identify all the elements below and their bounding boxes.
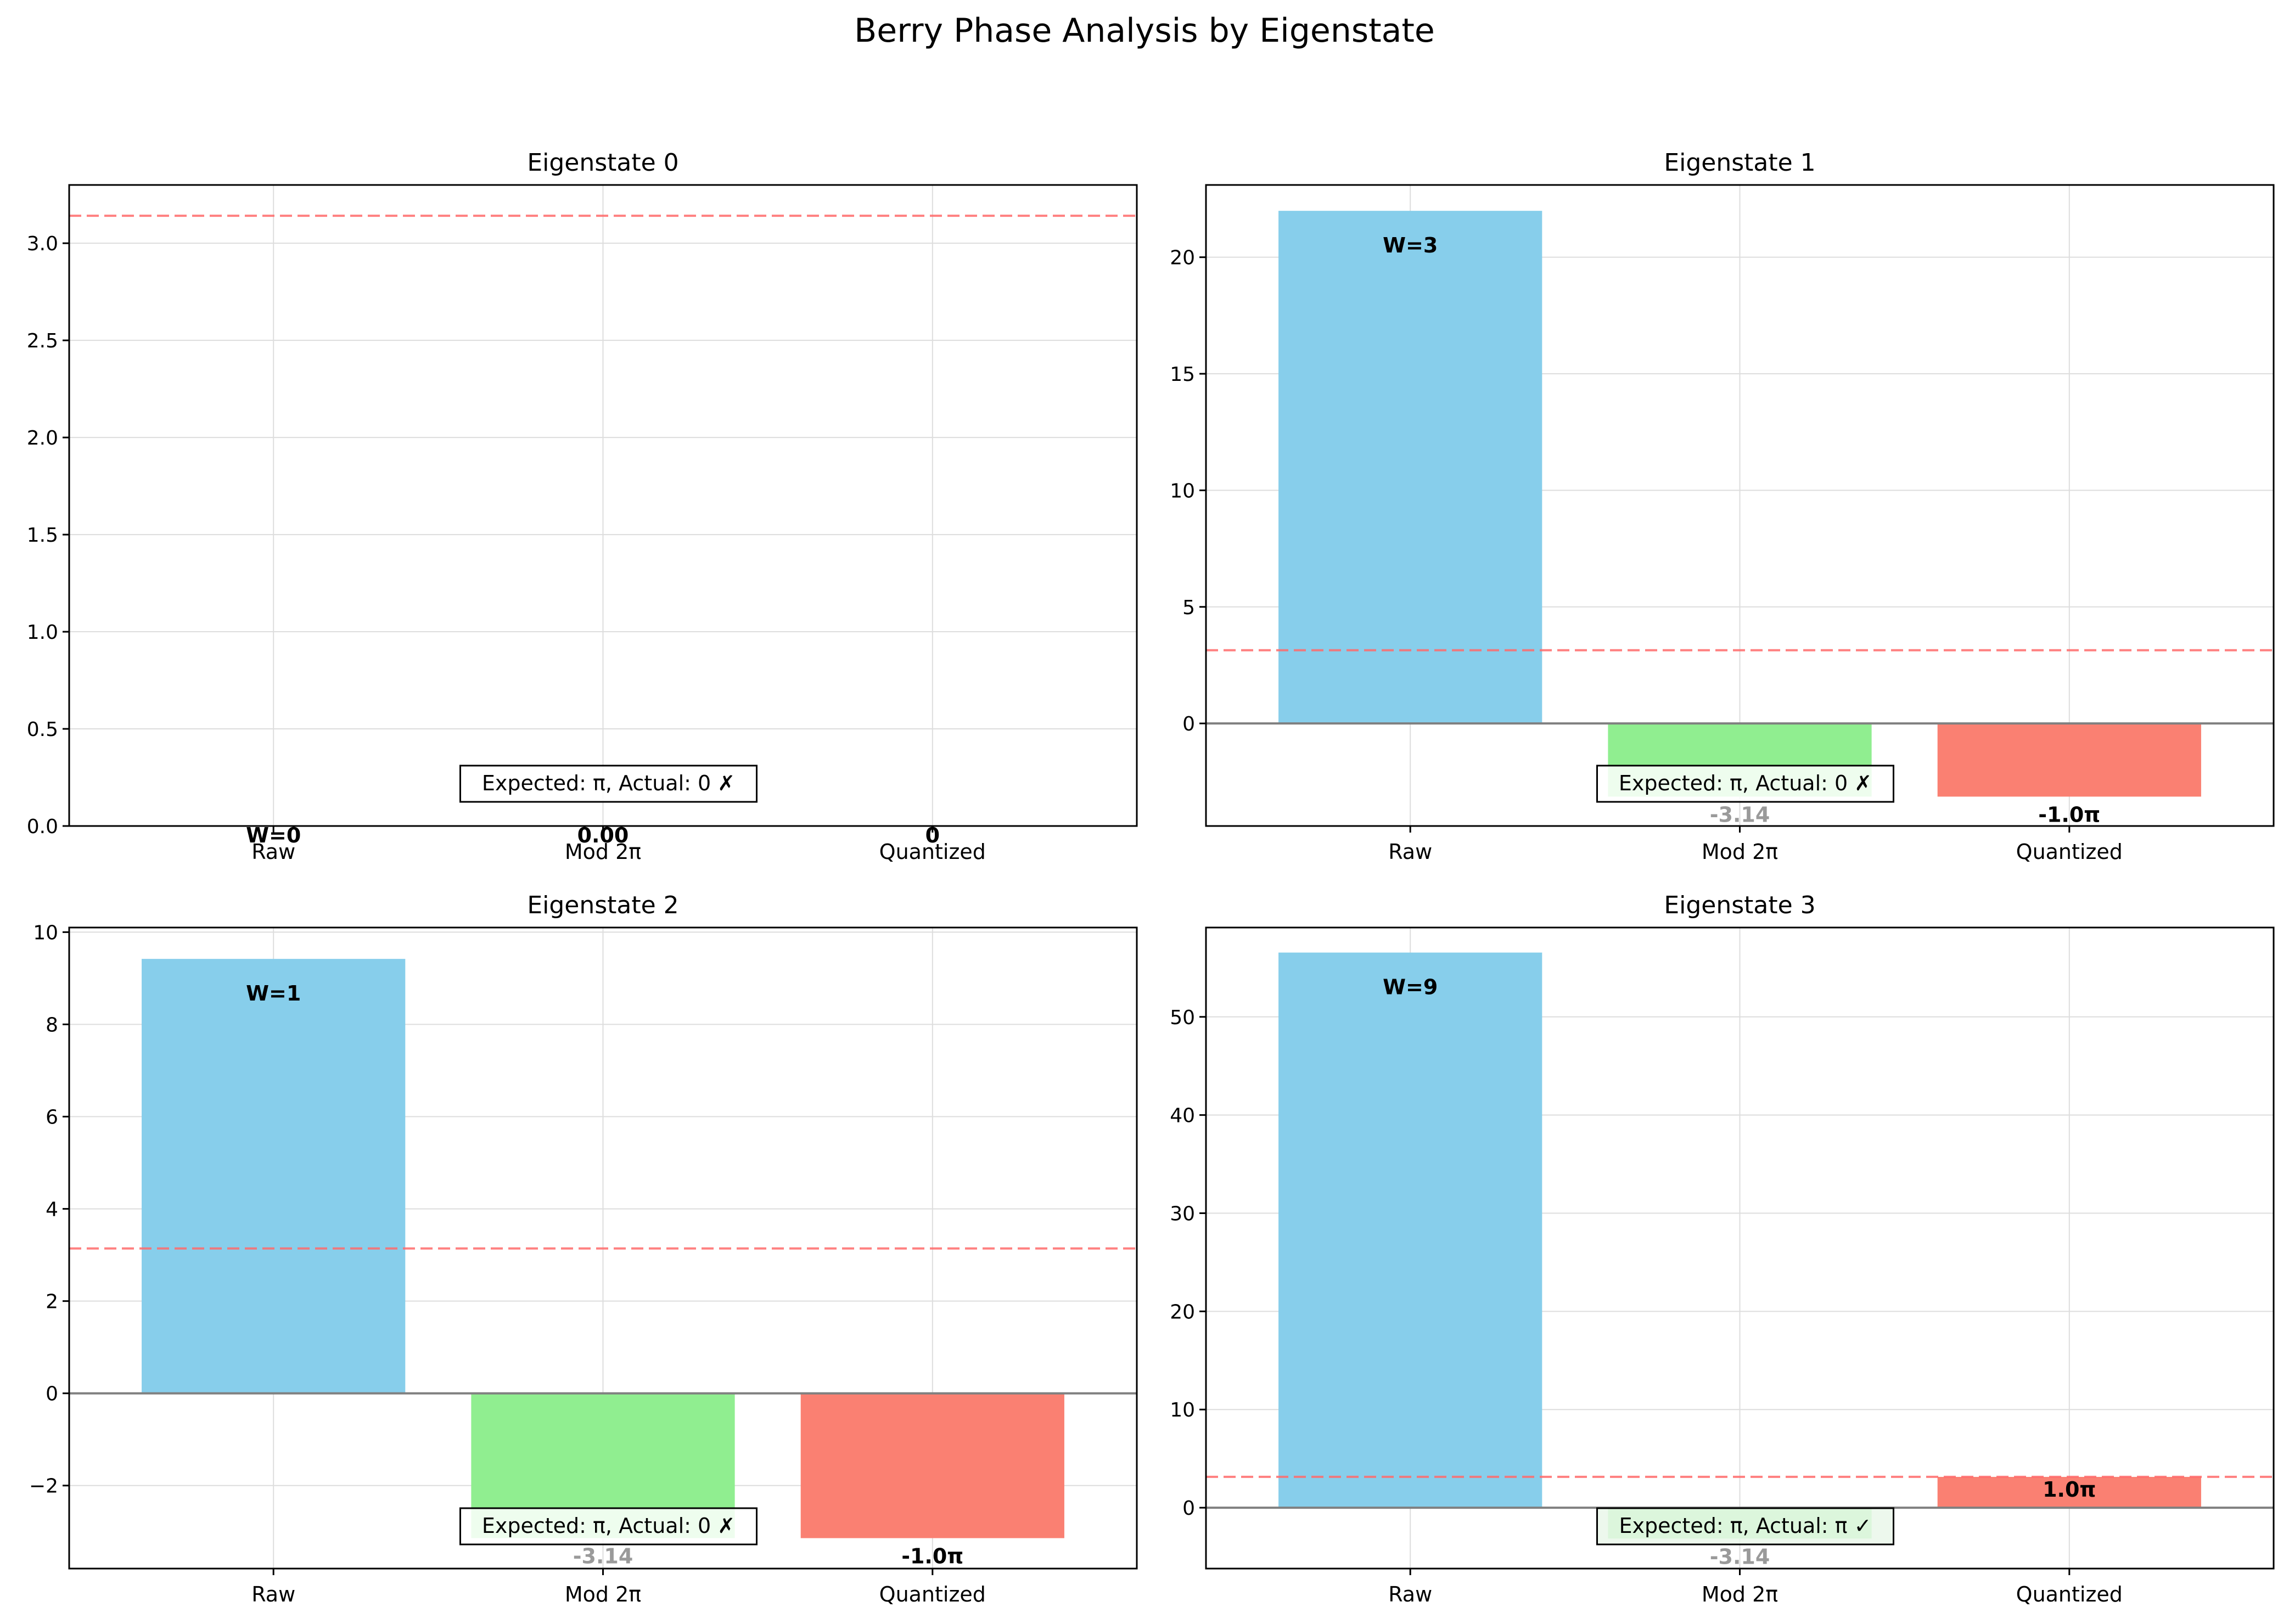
y-tick-label: −2 [29,1475,58,1498]
y-tick-label: 2.0 [27,427,58,449]
subplot-title: Eigenstate 0 [527,149,678,177]
y-tick-label: 10 [33,921,58,944]
plot-area [1206,928,2274,1569]
y-tick-label: 20 [1170,247,1195,269]
x-tick-label: Mod 2π [1702,1582,1778,1606]
subplot-eigenstate-3: Eigenstate 3 W=9 -3.14 1.0π 0 10 20 30 40 50 Raw Mo… [1170,891,2275,1606]
y-tick-label: 0 [1182,713,1195,735]
subplot-title: Eigenstate 2 [527,891,678,919]
bar-value-label: 1.0π [2043,1477,2096,1502]
info-box-text: Expected: π, Actual: 0 ✗ [482,771,735,795]
y-tick-label: 0 [1182,1497,1195,1520]
y-tick-label: 2 [46,1291,58,1313]
y-tick-label: 15 [1170,363,1195,386]
y-tick-label: 50 [1170,1007,1195,1029]
x-tick-label: Raw [1388,1582,1432,1606]
info-box-text: Expected: π, Actual: π ✓ [1619,1514,1872,1538]
info-box [1596,1507,1894,1546]
info-box [459,765,758,803]
bar-raw [1278,211,1542,724]
info-box-text: Expected: π, Actual: 0 ✗ [482,1514,735,1538]
y-tick-label: 20 [1170,1301,1195,1323]
plot-area [69,928,1137,1569]
x-tick-label: Raw [1388,840,1432,864]
subplot-grid: Eigenstate 0W=0 0.00 00.00.51.01.52.02.53.… [27,149,2275,1606]
subplot-eigenstate-1: Eigenstate 1 W=3 -3.14 -1.0π 0 5 10 15 20 Raw Mod … [1170,149,2275,864]
figure-title: Berry Phase Analysis by Eigenstate [854,12,1435,50]
x-tick-label: Mod 2π [1702,840,1778,864]
y-tick-label: 1.5 [27,524,58,547]
y-tick-label: 2.5 [27,330,58,352]
x-tick-label: Raw [251,840,295,864]
y-tick-label: 1.0 [27,621,58,644]
y-tick-label: 10 [1170,1399,1195,1421]
y-tick-label: 30 [1170,1203,1195,1226]
bar-value-label: -3.14 [1710,802,1770,827]
bar-quantized [1937,1476,2201,1508]
x-tick-label: Quantized [2016,1582,2123,1606]
y-tick-label: 0.0 [27,816,58,838]
x-tick-label: Quantized [2016,840,2123,864]
x-tick-label: Quantized [879,840,986,864]
bar-value-label: -3.14 [573,1544,633,1569]
y-tick-label: 0.5 [27,718,58,741]
bar-value-label: W=1 [246,981,301,1005]
y-tick-label: 10 [1170,480,1195,502]
y-tick-label: 8 [46,1014,58,1036]
bar-value-label: W=3 [1383,233,1438,257]
bar-value-label: W=9 [1383,975,1438,999]
x-tick-label: Quantized [879,1582,986,1606]
bar-value-label: -3.14 [1710,1544,1770,1569]
bar-raw [1278,952,1542,1508]
x-tick-label: Raw [251,1582,295,1606]
bar-quantized [800,1393,1064,1538]
y-tick-label: 4 [46,1199,58,1221]
bar-quantized [1937,723,2201,797]
x-tick-label: Mod 2π [565,1582,641,1606]
plot-area [69,185,1137,826]
subplot-title: Eigenstate 3 [1664,891,1815,919]
plot-area [1206,185,2274,826]
subplot-title: Eigenstate 1 [1664,149,1815,177]
info-box-text: Expected: π, Actual: 0 ✗ [1619,771,1872,795]
x-tick-label: Mod 2π [565,840,641,864]
y-tick-label: 3.0 [27,233,58,255]
y-tick-label: 6 [46,1106,58,1129]
bar-value-label: -1.0π [2038,802,2100,827]
subplot-eigenstate-2: Eigenstate 2 W=1 -3.14 -1.0π −2 0 2 4 6 8 10 Raw Mod… [29,891,1138,1606]
y-tick-label: 5 [1182,597,1195,619]
bar-raw [142,959,406,1393]
info-box [1596,765,1894,803]
info-box [459,1507,758,1546]
bar-value-label: -1.0π [901,1544,963,1569]
y-tick-label: 0 [46,1383,58,1406]
y-tick-label: 40 [1170,1105,1195,1127]
subplot-eigenstate-0: Eigenstate 0W=0 0.00 00.00.51.01.52.02.53.… [27,149,1138,864]
